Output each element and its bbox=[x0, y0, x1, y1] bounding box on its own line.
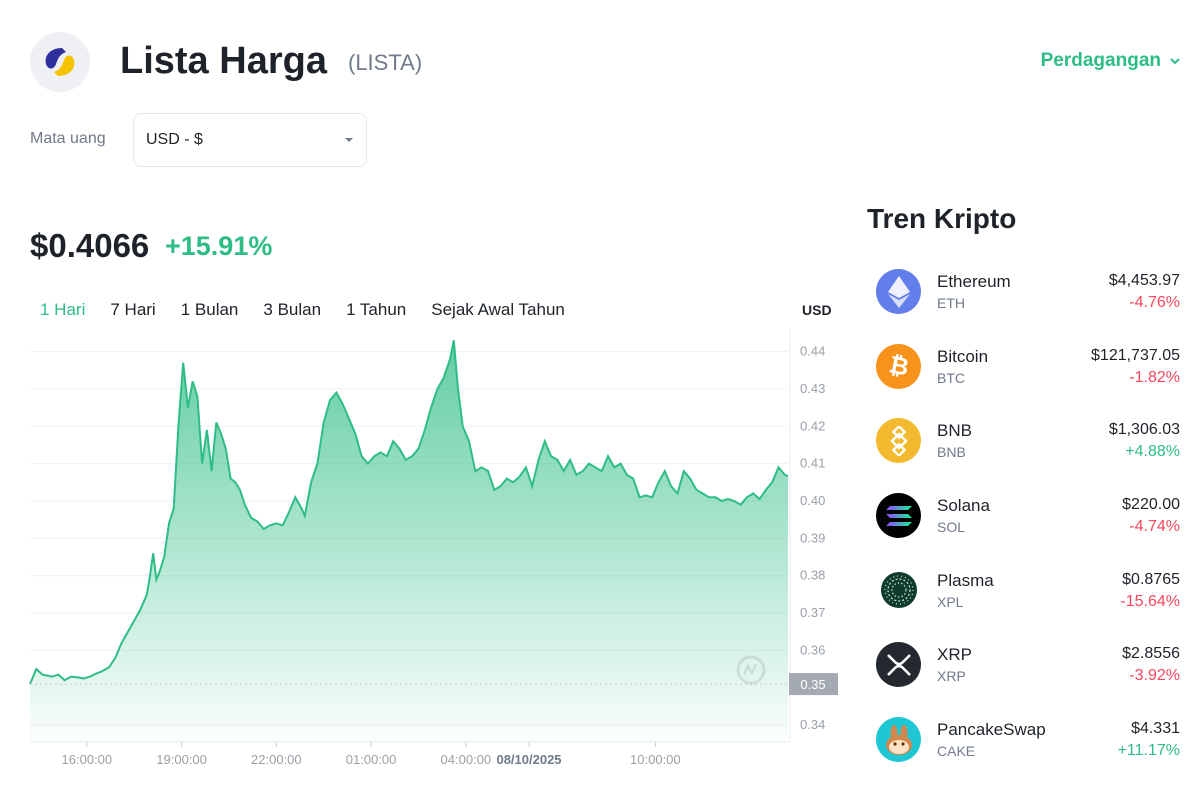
coin-name: Solana bbox=[937, 496, 990, 516]
coin-name: Bitcoin bbox=[937, 346, 989, 366]
coin-price: $4.331 bbox=[1131, 720, 1180, 738]
currency-select[interactable]: USD - $ bbox=[133, 113, 367, 167]
coin-change: -4.76% bbox=[1129, 294, 1180, 311]
y-axis: 0.44 0.43 0.42 0.41 0.40 0.39 0.38 0.37 0.36 0.34 bbox=[800, 344, 825, 733]
tab-7-days[interactable]: 7 Hari bbox=[110, 300, 156, 319]
lista-logo bbox=[30, 32, 90, 92]
price-area bbox=[30, 340, 788, 742]
currency-label: Mata uang bbox=[30, 130, 106, 147]
x-tick-label: 04:00:00 bbox=[441, 752, 492, 767]
x-tick-label: 16:00:00 bbox=[62, 752, 113, 767]
coin-price: $220.00 bbox=[1122, 496, 1180, 514]
trending-list: Ethereum ETH $4,453.97 -4.76% ₿ Bitcoin … bbox=[867, 260, 1180, 783]
ethereum-icon bbox=[876, 269, 921, 314]
trending-item-bnb[interactable]: BNB BNB $1,306.03 +4.88% bbox=[867, 409, 1180, 484]
chart-currency-label: USD bbox=[802, 302, 832, 318]
coin-change: +4.88% bbox=[1125, 443, 1180, 461]
coin-name: Plasma bbox=[937, 570, 994, 590]
trending-item-pancakeswap[interactable]: PancakeSwap CAKE $4.331 +11.17% bbox=[867, 708, 1180, 783]
coin-symbol: BTC bbox=[937, 369, 965, 386]
coin-price: $0.8765 bbox=[1122, 570, 1180, 588]
coin-change: -1.82% bbox=[1129, 368, 1180, 386]
coin-price: $4,453.97 bbox=[1108, 272, 1180, 289]
coin-symbol: CAKE bbox=[937, 743, 976, 760]
y-tick-label: 0.39 bbox=[800, 530, 825, 545]
x-tick-label: 08/10/2025 bbox=[496, 752, 561, 767]
page-title: Lista Harga bbox=[120, 40, 327, 82]
y-tick-label: 0.41 bbox=[800, 456, 825, 471]
y-tick-label: 0.40 bbox=[800, 493, 825, 508]
coin-symbol: XRP bbox=[937, 668, 966, 685]
trade-dropdown[interactable]: Perdagangan bbox=[1041, 50, 1181, 72]
x-tick-label: 22:00:00 bbox=[251, 752, 302, 767]
caret-down-icon bbox=[345, 138, 353, 142]
tab-3-months[interactable]: 3 Bulan bbox=[263, 300, 322, 319]
coin-name: Ethereum bbox=[937, 272, 1011, 291]
open-price-label: 0.35 bbox=[800, 677, 825, 692]
tab-1-day[interactable]: 1 Hari bbox=[40, 300, 86, 319]
price-change: +15.91% bbox=[165, 231, 273, 261]
y-tick-label: 0.43 bbox=[800, 381, 825, 396]
coin-price: $2.8556 bbox=[1122, 645, 1180, 663]
coin-price: $121,737.05 bbox=[1091, 346, 1180, 364]
y-tick-label: 0.37 bbox=[800, 605, 825, 620]
trending-item-plasma[interactable]: Plasma XPL $0.8765 -15.64% bbox=[867, 559, 1180, 634]
coin-change: -15.64% bbox=[1120, 592, 1180, 610]
price-line bbox=[29, 340, 789, 685]
trending-item-solana[interactable]: Solana SOL $220.00 -4.74% bbox=[867, 484, 1180, 559]
x-tick-label: 01:00:00 bbox=[346, 752, 397, 767]
coin-price: $1,306.03 bbox=[1108, 421, 1180, 439]
coin-symbol: BNB bbox=[937, 444, 966, 461]
lista-logo-icon bbox=[45, 48, 75, 76]
pancakeswap-icon bbox=[876, 717, 921, 763]
tab-ytd[interactable]: Sejak Awal Tahun bbox=[431, 300, 565, 319]
coin-change: -3.92% bbox=[1129, 667, 1180, 685]
x-axis: 16:00:00 19:00:00 22:00:00 01:00:00 04:00:00… bbox=[62, 742, 681, 767]
tab-1-year[interactable]: 1 Tahun bbox=[346, 300, 407, 319]
y-tick-label: 0.42 bbox=[800, 418, 825, 433]
xrp-icon bbox=[876, 642, 921, 688]
price-chart[interactable]: 0.44 0.43 0.42 0.41 0.40 0.39 0.38 0.37 0.36 0.34… bbox=[0, 320, 850, 780]
coin-symbol: XPL bbox=[937, 593, 964, 610]
chevron-down-icon bbox=[1170, 58, 1180, 65]
bitcoin-icon: ₿ bbox=[876, 343, 921, 389]
open-price-badge: 0.35 bbox=[789, 673, 838, 696]
tab-1-month[interactable]: 1 Bulan bbox=[180, 300, 239, 319]
x-tick-label: 19:00:00 bbox=[156, 752, 207, 767]
x-tick-label: 10:00:00 bbox=[630, 752, 681, 767]
trade-label: Perdagangan bbox=[1040, 50, 1161, 71]
current-price: $0.4066 bbox=[30, 227, 150, 264]
trending-item-ethereum[interactable]: Ethereum ETH $4,453.97 -4.76% bbox=[867, 260, 1180, 335]
coin-name: BNB bbox=[937, 421, 972, 441]
coin-name: PancakeSwap bbox=[937, 720, 1046, 740]
coin-symbol: ETH bbox=[937, 295, 965, 311]
coin-symbol: SOL bbox=[937, 519, 966, 536]
trending-item-bitcoin[interactable]: ₿ Bitcoin BTC $121,737.05 -1.82% bbox=[867, 335, 1180, 410]
svg-text:₿: ₿ bbox=[887, 352, 911, 380]
trending-title: Tren Kripto bbox=[867, 203, 1017, 234]
y-tick-label: 0.38 bbox=[800, 568, 825, 583]
time-range-tabs: 1 Hari 7 Hari 1 Bulan 3 Bulan 1 Tahun Se… bbox=[40, 300, 590, 320]
coin-symbol: (LISTA) bbox=[348, 50, 423, 75]
plasma-icon bbox=[876, 567, 921, 613]
coin-change: +11.17% bbox=[1117, 742, 1180, 760]
coin-name: XRP bbox=[937, 645, 972, 665]
y-tick-label: 0.34 bbox=[800, 717, 825, 732]
watermark-icon bbox=[736, 655, 766, 685]
bnb-icon bbox=[876, 418, 921, 464]
trending-item-xrp[interactable]: XRP XRP $2.8556 -3.92% bbox=[867, 633, 1180, 708]
currency-value: USD - $ bbox=[146, 131, 203, 148]
y-tick-label: 0.44 bbox=[800, 344, 825, 359]
coin-change: -4.74% bbox=[1129, 518, 1180, 536]
solana-icon bbox=[876, 493, 921, 539]
y-tick-label: 0.36 bbox=[800, 642, 825, 657]
